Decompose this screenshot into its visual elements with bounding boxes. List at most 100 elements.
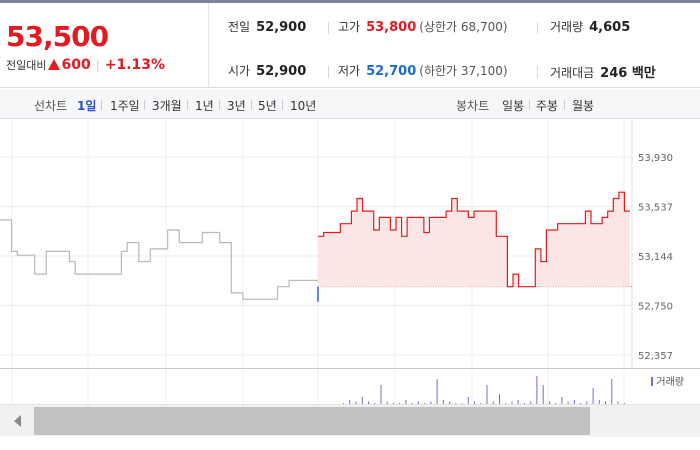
stat-value: 246 백만: [600, 66, 656, 81]
stat-label: 거래량: [550, 20, 584, 34]
stat-open: 시가 52,900: [228, 62, 306, 79]
stat-divider: [537, 66, 538, 78]
candle-tab-weekly[interactable]: 주봉: [536, 99, 559, 113]
stat-label: 시가: [228, 64, 251, 78]
period-tab-1y[interactable]: 1년: [195, 99, 214, 113]
y-axis-labels: 53,930 53,537 53,144 52,750 52,357: [638, 153, 673, 362]
period-tab-3m[interactable]: 3개월: [152, 99, 182, 113]
volume-bar: [442, 400, 444, 406]
volume-bar: [361, 397, 363, 406]
period-tab-1d[interactable]: 1일: [77, 99, 97, 113]
price-box: 53,500 전일대비 600 | +1.13%: [0, 3, 209, 88]
volume-bars: [343, 376, 625, 406]
period-tab-10y[interactable]: 10년: [290, 99, 317, 113]
volume-bar: [548, 401, 550, 406]
stat-label: 전일: [228, 20, 251, 34]
candle-tab-daily[interactable]: 일봉: [502, 99, 525, 113]
stat-volume: 거래량 4,605: [550, 18, 630, 35]
stat-label: 저가: [338, 64, 361, 78]
volume-bar: [617, 401, 619, 406]
volume-chart-svg: [11, 369, 625, 406]
volume-bar: [436, 379, 438, 406]
stat-turnover: 거래대금 246 백만: [550, 62, 656, 81]
volume-bar: [567, 401, 569, 406]
volume-bar: [511, 401, 513, 406]
candle-tab-monthly[interactable]: 월봉: [572, 99, 595, 113]
scrollbar-thumb[interactable]: [34, 407, 590, 435]
left-arrow-icon: [13, 415, 21, 427]
current-price: 53,500: [6, 20, 109, 53]
stat-value: 52,700: [366, 64, 417, 79]
y-tick-label: 53,930: [638, 153, 673, 164]
volume-chart: 거래량: [0, 368, 700, 406]
stat-low: 저가 52,700 (하한가 37,100): [338, 62, 508, 79]
volume-bar: [467, 397, 469, 406]
volume-bar: [542, 385, 544, 406]
stat-label: 거래대금: [550, 66, 595, 80]
toolbar-separator: [187, 100, 188, 110]
quote-header: 53,500 전일대비 600 | +1.13% 전일 52,900 고가 53,800(…: [0, 0, 700, 88]
volume-bar: [386, 401, 388, 406]
stat-value: 52,900: [256, 20, 307, 35]
stat-divider: [537, 22, 538, 34]
toolbar-separator: [282, 100, 283, 110]
volume-bar: [536, 376, 538, 406]
volume-bar: [380, 385, 382, 406]
scroll-left-button[interactable]: [0, 405, 34, 437]
volume-legend-swatch: [651, 377, 654, 386]
toolbar-separator: [101, 100, 102, 110]
volume-bar: [530, 401, 532, 406]
horizontal-scrollbar[interactable]: [0, 404, 700, 437]
chart-toolbar: 선차트 1일 1주일 3개월 1년 3년 5년 10년 봉차트 일봉 주봉 월봉: [0, 89, 700, 119]
stat-value: 53,800: [366, 20, 417, 35]
previous-session-line: [0, 219, 318, 300]
change-separator: |: [95, 58, 100, 72]
line-chart-label: 선차트: [34, 99, 68, 113]
period-tab-5y[interactable]: 5년: [258, 99, 277, 113]
volume-bar: [417, 401, 419, 406]
price-chart[interactable]: 53,930 53,537 53,144 52,750 52,357: [0, 120, 700, 368]
volume-bar: [561, 397, 563, 406]
volume-bar: [430, 401, 432, 406]
stat-sub: (상한가 68,700): [419, 20, 508, 34]
volume-legend-label: 거래량: [656, 377, 684, 388]
period-tab-1w[interactable]: 1주일: [110, 99, 140, 113]
session-price-line: [318, 191, 630, 288]
y-tick-label: 52,357: [638, 351, 673, 362]
chart-series: [0, 191, 632, 302]
price-chart-svg: 53,930 53,537 53,144 52,750 52,357: [0, 120, 673, 368]
chart-grid-horizontal: [0, 120, 633, 368]
volume-bar: [611, 379, 613, 406]
stat-divider: [328, 66, 329, 78]
volume-bar: [486, 385, 488, 406]
volume-bar: [605, 401, 606, 406]
volume-legend: 거래량: [651, 373, 684, 388]
session-area-fill: [318, 192, 630, 287]
volume-bar: [355, 401, 357, 406]
price-change: 전일대비 600 | +1.13%: [6, 57, 165, 73]
volume-bar: [499, 394, 500, 406]
volume-bar: [474, 401, 476, 406]
volume-bar: [586, 401, 588, 406]
volume-grid: [11, 369, 625, 406]
volume-bar: [349, 400, 351, 406]
volume-bar: [492, 401, 494, 406]
up-triangle-icon: [48, 59, 61, 70]
period-tab-3y[interactable]: 3년: [227, 99, 246, 113]
toolbar-separator: [144, 100, 145, 110]
y-tick-label: 52,750: [638, 302, 673, 313]
stat-value: 52,900: [256, 64, 307, 79]
candle-chart-label: 봉차트: [456, 99, 490, 113]
stat-value: 4,605: [589, 20, 631, 35]
toolbar-separator: [219, 100, 220, 110]
scrollbar-track[interactable]: [590, 405, 700, 437]
volume-bar: [573, 400, 575, 406]
stat-label: 고가: [338, 20, 361, 34]
stat-sub: (하한가 37,100): [419, 64, 508, 78]
volume-bar: [405, 400, 407, 406]
volume-bar: [449, 401, 451, 406]
y-tick-label: 53,537: [638, 203, 673, 214]
toolbar-separator: [564, 100, 565, 110]
change-rate: +1.13%: [104, 57, 166, 73]
toolbar-separator: [251, 100, 252, 110]
